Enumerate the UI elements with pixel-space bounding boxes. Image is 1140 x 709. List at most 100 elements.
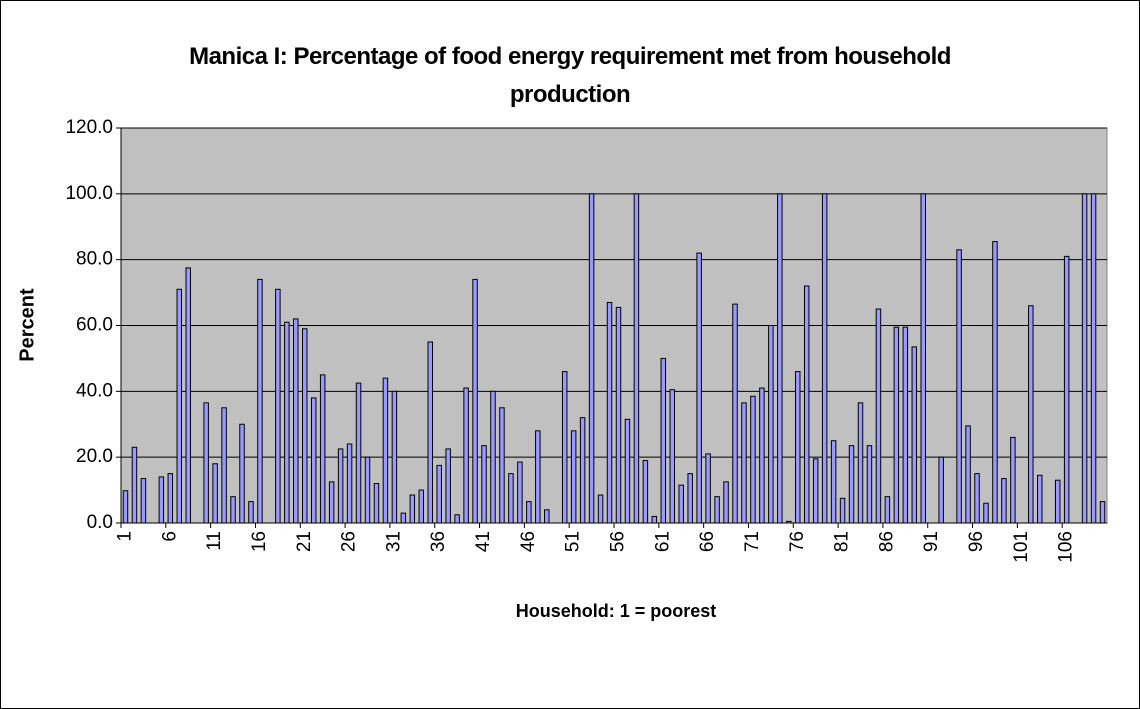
y-tick-label: 100.0 [65, 183, 113, 204]
bar [857, 402, 864, 524]
bar [920, 193, 926, 524]
y-tick-label: 60.0 [76, 315, 113, 336]
y-tick-label: 80.0 [76, 249, 113, 270]
bar [131, 446, 138, 524]
bar [579, 417, 586, 524]
bar [938, 456, 944, 524]
bar [203, 402, 209, 524]
bar [391, 390, 398, 524]
bar [418, 489, 425, 524]
bar [248, 501, 254, 524]
x-tick-label: 71 [742, 531, 763, 552]
bar [526, 501, 532, 524]
bar [974, 473, 980, 524]
y-tick-label: 0.0 [87, 512, 113, 533]
x-tick-label: 41 [473, 531, 494, 552]
bar [373, 483, 380, 524]
bar [310, 397, 317, 524]
x-tick-label: 31 [383, 531, 404, 552]
bar [364, 456, 371, 524]
bar [1001, 478, 1007, 524]
bar [176, 288, 183, 524]
bar [275, 288, 281, 524]
bar [535, 430, 541, 524]
bar [983, 502, 989, 524]
bar [212, 463, 218, 524]
bar [257, 278, 263, 524]
bar [965, 425, 971, 524]
x-tick-label: 51 [563, 531, 584, 552]
bar [687, 473, 693, 524]
bar [768, 325, 774, 524]
bar [1063, 255, 1070, 524]
bar [1099, 501, 1106, 524]
bar [705, 453, 711, 524]
x-tick-label: 1 [114, 531, 135, 542]
bar [669, 389, 676, 524]
x-tick-label: 36 [428, 531, 449, 552]
bar [795, 371, 801, 524]
bar [221, 407, 227, 524]
chart-title: Manica I: Percentage of food energy requ… [189, 43, 951, 108]
bar [848, 445, 855, 524]
bar [508, 473, 514, 524]
bar [651, 515, 658, 524]
bar [382, 377, 389, 524]
x-tick-label: 101 [1011, 531, 1032, 563]
bar [642, 459, 649, 524]
x-tick-label: 46 [518, 531, 539, 552]
bar [319, 374, 326, 524]
bar [803, 285, 810, 524]
bar [167, 473, 174, 524]
y-tick-label: 40.0 [76, 380, 113, 401]
x-tick-label: 6 [159, 531, 180, 542]
bar [777, 193, 783, 524]
y-tick-label: 20.0 [76, 446, 113, 467]
x-tick-label: 66 [697, 531, 718, 552]
x-tick-label: 26 [339, 531, 360, 552]
bar [992, 241, 998, 524]
bar [723, 481, 729, 524]
bar [1010, 436, 1016, 524]
bar [678, 484, 684, 524]
bar [490, 390, 496, 524]
bar [759, 387, 765, 524]
bar [481, 445, 487, 524]
bar [230, 496, 236, 524]
bar [517, 461, 523, 524]
x-tick-label: 76 [787, 531, 808, 552]
bar [1028, 305, 1034, 524]
bar [355, 382, 362, 524]
bar [436, 464, 442, 524]
bar [875, 308, 882, 524]
bar [830, 440, 837, 524]
bar [499, 407, 505, 524]
bar [866, 445, 873, 524]
bar [741, 402, 747, 524]
bar [427, 341, 433, 524]
bar [633, 193, 640, 524]
bar [293, 318, 299, 524]
bar [956, 249, 962, 524]
bar [185, 267, 191, 524]
bar [839, 497, 846, 524]
bar [884, 496, 891, 524]
bar [732, 303, 738, 524]
bar [1090, 193, 1097, 524]
bar [158, 476, 165, 524]
bar [463, 387, 469, 524]
bar [1037, 474, 1043, 524]
bar [239, 423, 245, 524]
x-axis-label: Household: 1 = poorest [516, 601, 717, 621]
bar [454, 514, 460, 524]
x-tick-label: 61 [652, 531, 673, 552]
x-tick-label: 91 [921, 531, 942, 552]
bar [122, 490, 129, 524]
bar [472, 278, 478, 524]
bar [570, 430, 577, 524]
bar [328, 481, 335, 524]
bar [624, 418, 631, 524]
x-tick-label: 21 [294, 531, 315, 552]
